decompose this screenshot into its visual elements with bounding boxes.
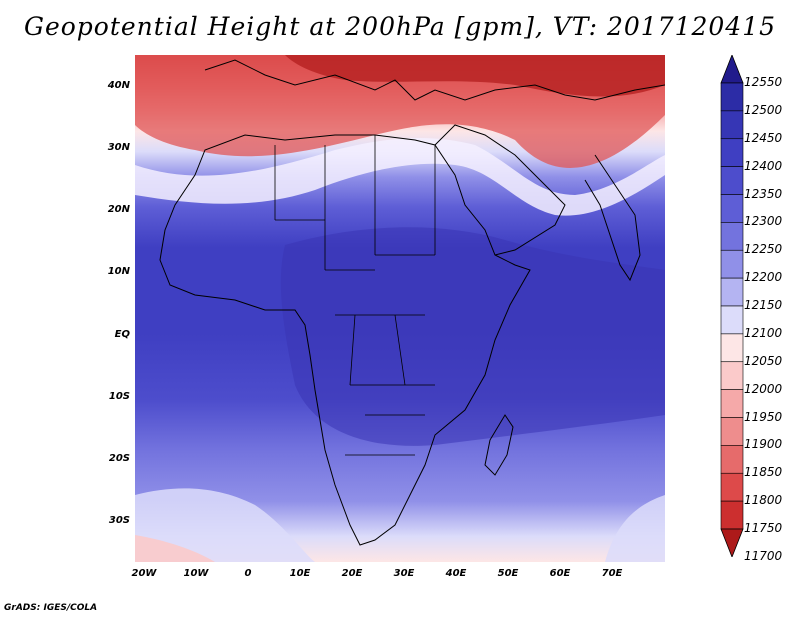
legend-swatch-bottom: [720, 528, 744, 557]
legend-label: 11900: [744, 437, 783, 452]
legend-label: 12300: [744, 214, 783, 229]
legend-label: 12200: [744, 270, 783, 285]
india-coastline: [584, 154, 641, 282]
lon-label-30e: 30E: [393, 568, 415, 579]
south-pink-patch: [135, 535, 215, 562]
lat-label-30s: 30S: [108, 515, 130, 526]
lon-label-60e: 60E: [549, 568, 571, 579]
country-borders: [274, 135, 436, 456]
legend-label: 12050: [744, 353, 783, 368]
legend-label: 12250: [744, 242, 783, 257]
tropical-core: [280, 227, 665, 446]
legend-swatch: [720, 445, 744, 474]
legend-label: 12100: [744, 325, 783, 340]
europe-coastline: [204, 59, 665, 101]
lon-label-70e: 70E: [601, 568, 623, 579]
legend-label: 11700: [744, 548, 783, 563]
legend-label: 12550: [744, 75, 783, 89]
legend-swatch: [720, 333, 744, 363]
lon-label-10w: 10W: [183, 568, 209, 579]
lat-label-10n: 10N: [107, 266, 130, 277]
lon-label-50e: 50E: [497, 568, 519, 579]
lon-label-40e: 40E: [445, 568, 467, 579]
lon-label-20w: 20W: [131, 568, 157, 579]
lon-label-10e: 10E: [289, 568, 311, 579]
legend-swatch: [720, 110, 744, 140]
legend-swatch: [720, 82, 744, 112]
lon-label-0: 0: [244, 568, 252, 579]
south-trough-right: [605, 495, 665, 562]
legend-swatch: [720, 500, 744, 530]
lat-label-eq: EQ: [114, 329, 130, 340]
south-trough-left: [135, 488, 315, 562]
legend-label: 12150: [744, 298, 783, 312]
legend-swatch: [720, 194, 744, 223]
legend-swatch: [720, 222, 744, 251]
lat-label-30n: 30N: [107, 142, 130, 153]
legend-swatch: [720, 138, 744, 167]
legend-label: 11950: [744, 409, 783, 424]
africa-coastline: [159, 134, 531, 546]
legend-swatch-top: [720, 55, 744, 84]
legend-label: 11850: [744, 465, 783, 480]
legend-label: 12000: [744, 381, 783, 396]
geopotential-map: [135, 55, 665, 562]
map-title: Geopotential Height at 200hPa [gpm], VT:…: [23, 12, 777, 41]
legend-label: 12400: [744, 158, 783, 173]
legend-swatch: [720, 361, 744, 390]
lat-label-40n: 40N: [107, 80, 130, 91]
lat-label-10s: 10S: [108, 391, 130, 402]
legend-label: 12500: [744, 102, 783, 117]
legend-swatch: [720, 417, 744, 446]
legend-swatch: [720, 305, 744, 335]
lat-label-20n: 20N: [107, 204, 130, 215]
legend-label: 12450: [744, 130, 783, 145]
legend-swatch: [720, 277, 744, 307]
arabia-coastline: [434, 124, 566, 256]
color-legend: [720, 55, 744, 557]
lat-label-20s: 20S: [108, 453, 130, 464]
credit-text: GrADS: IGES/COLA: [4, 603, 98, 613]
legend-swatch: [720, 249, 744, 279]
legend-label: 11800: [744, 493, 783, 508]
madagascar: [484, 414, 514, 476]
white-ridge: [135, 138, 665, 216]
legend-swatch: [720, 472, 744, 502]
legend-label: 12350: [744, 186, 783, 201]
legend-swatch: [720, 389, 744, 418]
north-darkred-core: [285, 55, 665, 97]
lon-label-20e: 20E: [341, 568, 363, 579]
legend-swatch: [720, 166, 744, 195]
legend-label: 11750: [744, 521, 783, 535]
